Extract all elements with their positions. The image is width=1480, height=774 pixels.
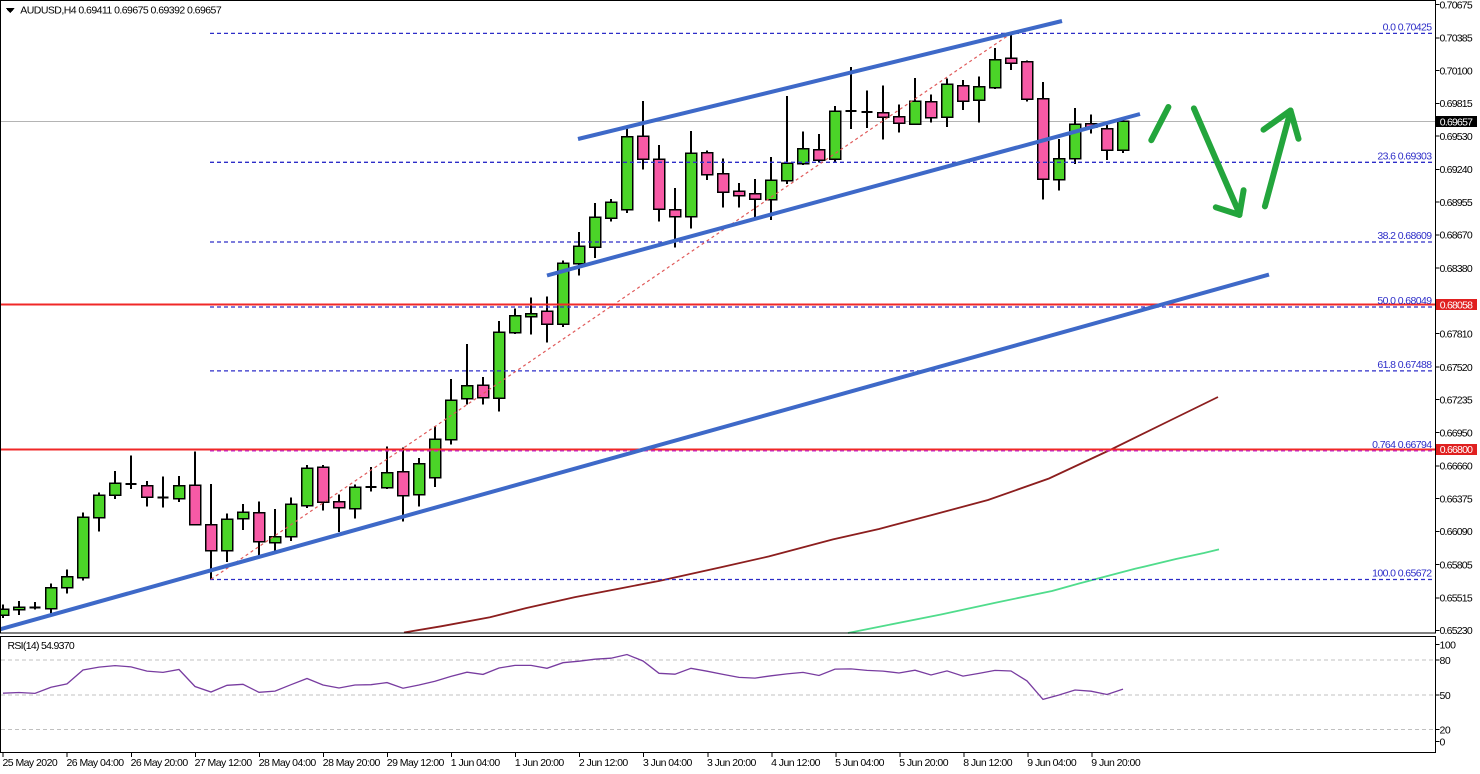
svg-text:0.70100: 0.70100 — [1440, 65, 1473, 77]
svg-text:100: 100 — [1440, 639, 1457, 651]
svg-text:0.66660: 0.66660 — [1440, 461, 1473, 473]
svg-text:0.69657: 0.69657 — [1440, 116, 1473, 128]
svg-text:50: 50 — [1440, 690, 1451, 702]
svg-text:0.68670: 0.68670 — [1440, 230, 1473, 242]
svg-text:26 May 20:00: 26 May 20:00 — [131, 757, 189, 769]
svg-text:2 Jun 12:00: 2 Jun 12:00 — [579, 757, 629, 769]
svg-text:20: 20 — [1440, 725, 1451, 737]
svg-text:5 Jun 04:00: 5 Jun 04:00 — [835, 757, 885, 769]
svg-text:27 May 12:00: 27 May 12:00 — [195, 757, 253, 769]
svg-text:0.70675: 0.70675 — [1440, 0, 1473, 11]
svg-text:0.0 0.70425: 0.0 0.70425 — [1383, 22, 1433, 34]
svg-text:0.67810: 0.67810 — [1440, 329, 1473, 341]
svg-text:28 May 20:00: 28 May 20:00 — [323, 757, 381, 769]
svg-text:38.2 0.68609: 38.2 0.68609 — [1377, 230, 1432, 242]
svg-text:28 May 04:00: 28 May 04:00 — [259, 757, 317, 769]
svg-text:0.66090: 0.66090 — [1440, 526, 1473, 538]
svg-text:0.66800: 0.66800 — [1440, 444, 1473, 456]
svg-text:100.0 0.65672: 100.0 0.65672 — [1372, 568, 1432, 580]
svg-text:9 Jun 04:00: 9 Jun 04:00 — [1027, 757, 1077, 769]
svg-text:0.68955: 0.68955 — [1440, 197, 1473, 209]
svg-text:50.0 0.68049: 50.0 0.68049 — [1377, 295, 1432, 307]
svg-text:4 Jun 12:00: 4 Jun 12:00 — [771, 757, 821, 769]
svg-text:0.70385: 0.70385 — [1440, 33, 1473, 45]
svg-text:80: 80 — [1440, 655, 1451, 667]
svg-text:29 May 12:00: 29 May 12:00 — [387, 757, 445, 769]
svg-text:9 Jun 20:00: 9 Jun 20:00 — [1091, 757, 1141, 769]
svg-text:8 Jun 12:00: 8 Jun 12:00 — [963, 757, 1013, 769]
svg-text:RSI(14) 54.9370: RSI(14) 54.9370 — [8, 640, 75, 652]
svg-text:0.67235: 0.67235 — [1440, 395, 1473, 407]
svg-text:0.69530: 0.69530 — [1440, 131, 1473, 143]
svg-text:AUDUSD,H4 0.69411 0.69675 0.6: AUDUSD,H4 0.69411 0.69675 0.69392 0.6965… — [20, 5, 222, 17]
svg-text:0.66375: 0.66375 — [1440, 493, 1473, 505]
svg-text:26 May 04:00: 26 May 04:00 — [67, 757, 125, 769]
svg-text:0.67520: 0.67520 — [1440, 362, 1473, 374]
svg-text:3 Jun 04:00: 3 Jun 04:00 — [643, 757, 693, 769]
svg-text:0.68058: 0.68058 — [1440, 300, 1473, 312]
svg-text:25 May 2020: 25 May 2020 — [3, 757, 58, 769]
svg-text:0.65515: 0.65515 — [1440, 593, 1473, 605]
svg-text:0.69815: 0.69815 — [1440, 98, 1473, 110]
svg-text:0.65805: 0.65805 — [1440, 559, 1473, 571]
svg-text:1 Jun 20:00: 1 Jun 20:00 — [515, 757, 565, 769]
svg-text:23.6 0.69303: 23.6 0.69303 — [1377, 151, 1432, 163]
svg-text:0.69240: 0.69240 — [1440, 164, 1473, 176]
svg-text:0.65230: 0.65230 — [1440, 625, 1473, 637]
svg-text:0.66950: 0.66950 — [1440, 427, 1473, 439]
svg-text:0.68380: 0.68380 — [1440, 263, 1473, 275]
svg-text:0.764 0.66794: 0.764 0.66794 — [1372, 439, 1432, 451]
svg-text:0: 0 — [1440, 736, 1446, 748]
svg-text:5 Jun 20:00: 5 Jun 20:00 — [899, 757, 949, 769]
svg-text:1 Jun 04:00: 1 Jun 04:00 — [451, 757, 501, 769]
svg-text:61.8 0.67488: 61.8 0.67488 — [1377, 359, 1432, 371]
svg-text:3 Jun 20:00: 3 Jun 20:00 — [707, 757, 757, 769]
